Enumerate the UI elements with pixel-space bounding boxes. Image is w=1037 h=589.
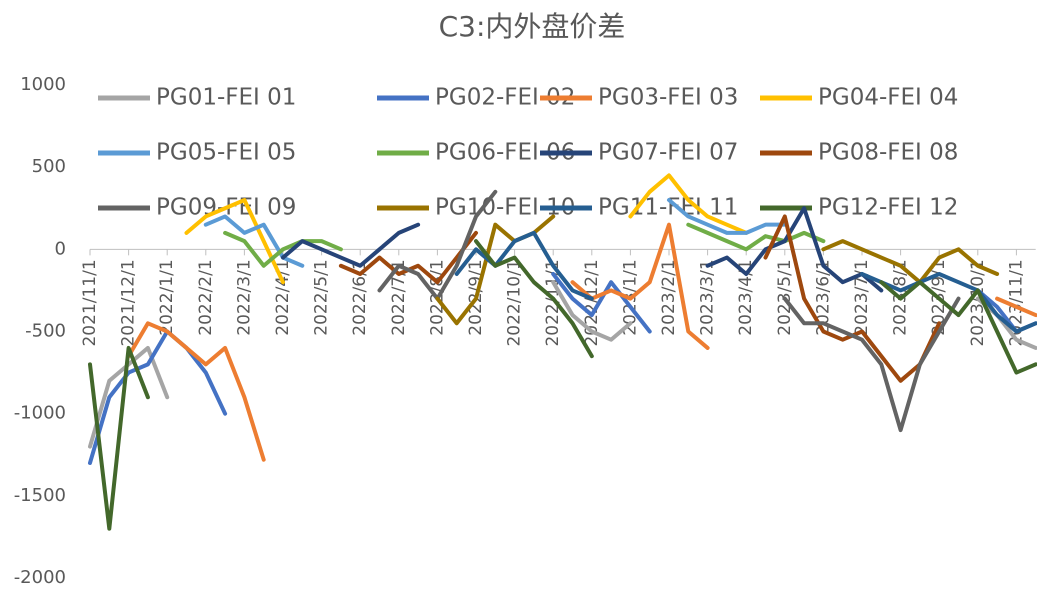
series-line	[88, 329, 228, 465]
series-line	[705, 206, 884, 293]
y-tick-label: 0	[55, 238, 66, 259]
x-tick-label: 2022/2/1	[196, 259, 216, 335]
x-tick-label: 2023/4/1	[736, 259, 756, 335]
legend-label: PG07-FEI 07	[598, 140, 738, 166]
series-line	[454, 230, 594, 301]
series-line	[551, 280, 633, 342]
x-tick-label: 2022/3/1	[234, 259, 254, 335]
legend-label: PG03-FEI 03	[598, 85, 738, 111]
x-tick-label: 2022/7/1	[389, 259, 409, 335]
series-line	[88, 345, 150, 531]
series-line	[203, 214, 305, 268]
y-tick-label: 1000	[20, 74, 66, 95]
series-line	[551, 271, 652, 334]
series-line	[686, 222, 826, 252]
x-tick-label: 2023/10/1	[968, 259, 988, 346]
series-line	[860, 271, 1037, 334]
x-tick-label: 2023/3/1	[698, 259, 718, 335]
y-tick-label: 500	[32, 156, 66, 177]
series-line	[126, 321, 266, 462]
x-tick-label: 2022/4/1	[273, 259, 293, 335]
y-tick-label: -500	[25, 321, 66, 342]
series-line	[223, 230, 343, 268]
series-line	[782, 296, 961, 433]
legend-label: PG08-FEI 08	[818, 140, 958, 166]
legend-label: PG12-FEI 12	[818, 195, 958, 221]
legend-label: PG04-FEI 04	[818, 85, 958, 111]
x-tick-label: 2022/6/1	[350, 259, 370, 335]
x-tick-label: 2023/6/1	[813, 259, 833, 335]
x-tick-label: 2022/10/1	[505, 259, 525, 346]
legend-label: PG01-FEI 01	[156, 85, 296, 111]
series-line	[879, 280, 1037, 375]
series-line	[570, 222, 710, 350]
series-line	[821, 239, 1000, 285]
legend-label: PG05-FEI 05	[156, 140, 296, 166]
series-line	[628, 173, 749, 235]
series-line	[667, 198, 787, 235]
y-tick-label: -2000	[14, 567, 66, 588]
x-tick-label: 2021/12/1	[119, 259, 139, 346]
x-tick-label: 2021/11/1	[80, 259, 100, 346]
series-line	[281, 222, 421, 268]
y-tick-label: -1500	[14, 485, 66, 506]
x-tick-label: 2023/7/1	[852, 259, 872, 335]
x-tick-label: 2022/5/1	[312, 259, 332, 335]
chart-title: C3:内外盘价差	[439, 10, 626, 43]
y-tick-label: -1000	[14, 403, 66, 424]
x-tick-label: 2023/2/1	[659, 259, 679, 335]
series-line	[995, 296, 1037, 318]
series-line	[474, 239, 594, 359]
series-line	[184, 198, 285, 285]
x-tick-label: 2022/1/1	[157, 259, 177, 335]
